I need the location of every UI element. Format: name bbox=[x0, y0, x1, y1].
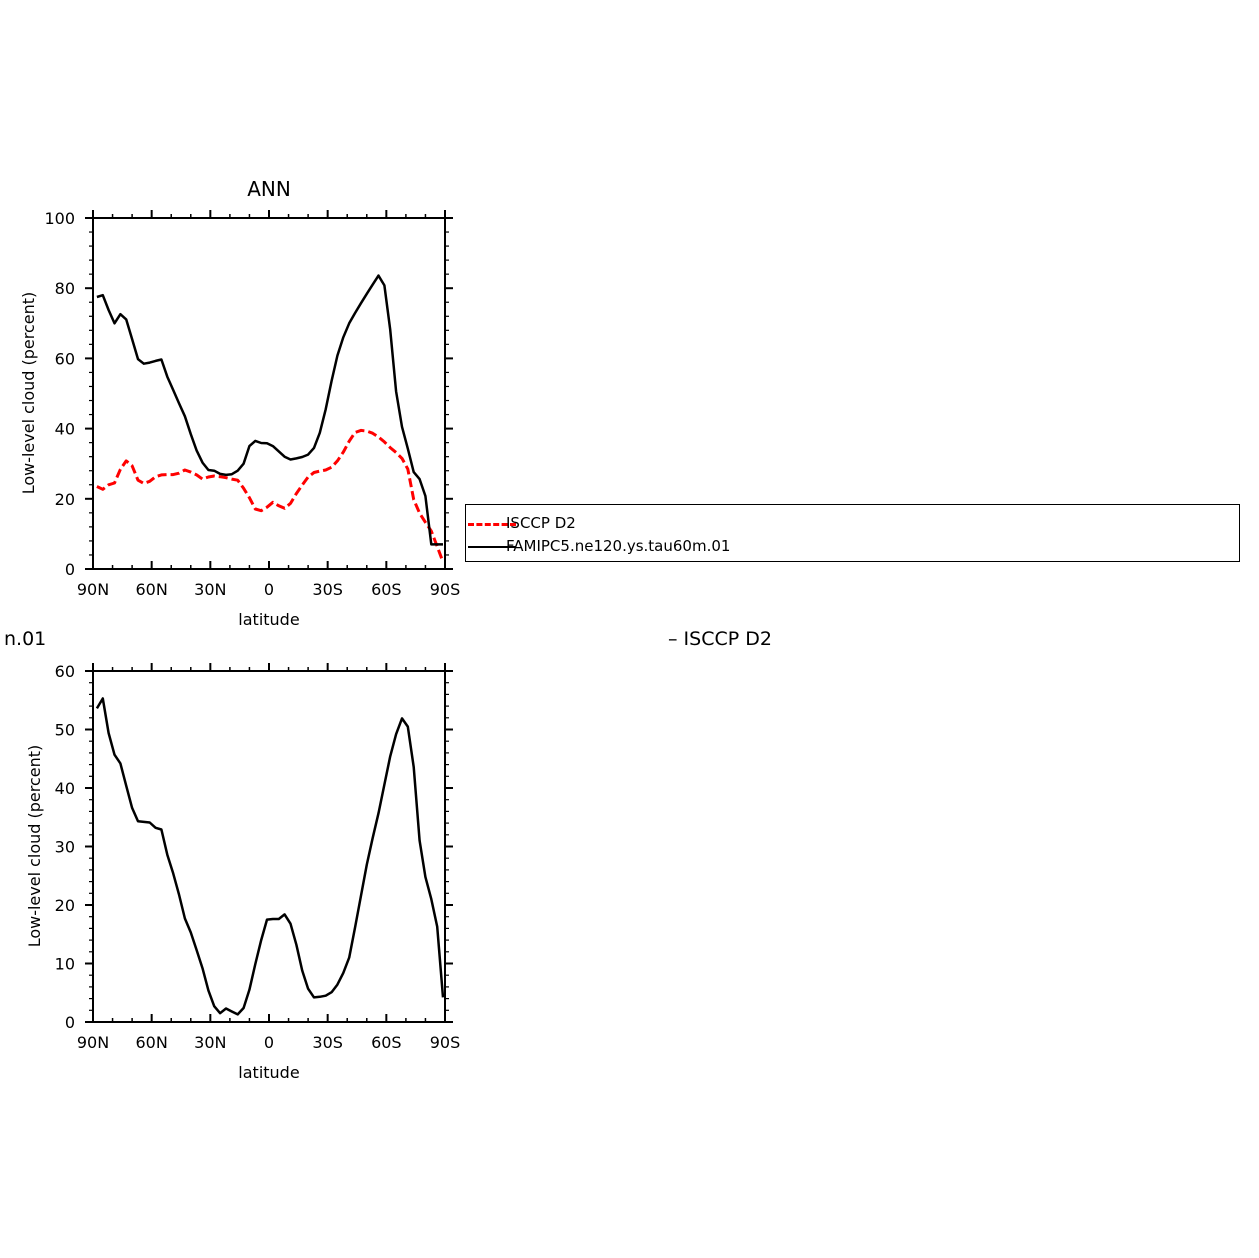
top-chart-title: ANN bbox=[247, 177, 291, 201]
top-x-tick-label: 60N bbox=[136, 580, 168, 599]
bottom-series-group bbox=[95, 697, 445, 1016]
top-series-group bbox=[96, 274, 445, 563]
bottom-y-axis-label: Low-level cloud (percent) bbox=[25, 745, 44, 948]
legend: ISCCP D2 FAMIPC5.ne120.ys.tau60m.01 bbox=[465, 504, 1240, 562]
legend-item-model: FAMIPC5.ne120.ys.tau60m.01 bbox=[466, 536, 1226, 558]
top-x-tick-label: 30N bbox=[194, 580, 226, 599]
top-x-tick-label: 30S bbox=[312, 580, 343, 599]
bottom-axis-ticks: 90N 60N 30N 0 30S 60S 90S 0 10 20 30 40 50 60 bbox=[55, 662, 461, 1052]
legend-swatch-solid-black bbox=[468, 546, 516, 548]
top-y-axis-label: Low-level cloud (percent) bbox=[19, 292, 38, 495]
clipped-title-right: – ISCCP D2 bbox=[668, 628, 772, 650]
top-x-tick-label: 60S bbox=[371, 580, 402, 599]
bottom-x-tick-label: 60S bbox=[371, 1033, 402, 1052]
bottom-y-tick-label: 40 bbox=[55, 779, 75, 798]
legend-label: FAMIPC5.ne120.ys.tau60m.01 bbox=[506, 537, 731, 555]
bottom-x-tick-label: 0 bbox=[264, 1033, 274, 1052]
top-y-tick-label: 60 bbox=[55, 349, 75, 368]
top-y-tick-label: 100 bbox=[44, 209, 75, 228]
top-y-tick-label: 20 bbox=[55, 490, 75, 509]
legend-label: ISCCP D2 bbox=[506, 514, 576, 532]
bottom-x-tick-label: 30N bbox=[194, 1033, 226, 1052]
top-x-tick-label: 90N bbox=[77, 580, 109, 599]
bottom-y-tick-label: 60 bbox=[55, 662, 75, 681]
bottom-x-tick-label: 60N bbox=[136, 1033, 168, 1052]
bottom-y-tick-label: 30 bbox=[55, 838, 75, 857]
bottom-y-tick-label: 50 bbox=[55, 721, 75, 740]
top-x-tick-label: 90S bbox=[430, 580, 461, 599]
top-series-line-model bbox=[96, 274, 443, 546]
bottom-y-tick-label: 0 bbox=[65, 1013, 75, 1032]
bottom-y-tick-label: 10 bbox=[55, 955, 75, 974]
bottom-y-tick-label: 20 bbox=[55, 896, 75, 915]
bottom-x-tick-label: 90N bbox=[77, 1033, 109, 1052]
top-y-tick-label: 0 bbox=[65, 560, 75, 579]
top-panel: ANN Low-level cloud (percent) latitude 9… bbox=[19, 177, 460, 629]
top-series-line-isccp bbox=[96, 428, 445, 563]
legend-item-isccp: ISCCP D2 bbox=[466, 513, 1226, 535]
legend-swatch-dashed-red bbox=[468, 523, 516, 526]
bottom-plot-frame bbox=[92, 670, 446, 1023]
bottom-panel: Low-level cloud (percent) latitude 90N 60… bbox=[25, 662, 460, 1082]
top-y-tick-label: 40 bbox=[55, 420, 75, 439]
top-y-tick-label: 80 bbox=[55, 279, 75, 298]
bottom-x-axis-label: latitude bbox=[238, 1063, 299, 1082]
clipped-title-left: n.01 bbox=[4, 628, 47, 650]
bottom-series-line-model bbox=[95, 697, 445, 1016]
bottom-x-tick-label: 90S bbox=[430, 1033, 461, 1052]
top-x-tick-label: 0 bbox=[264, 580, 274, 599]
bottom-x-tick-label: 30S bbox=[312, 1033, 343, 1052]
top-x-axis-label: latitude bbox=[238, 610, 299, 629]
top-plot-frame bbox=[92, 217, 446, 570]
